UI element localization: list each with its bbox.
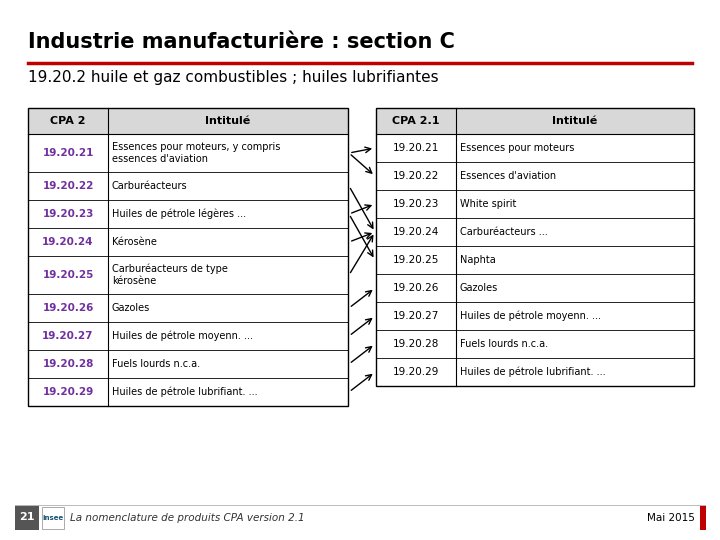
Bar [28, 108, 348, 406]
Text: Essences pour moteurs, y compris
essences d'aviation: Essences pour moteurs, y compris essence… [112, 142, 280, 164]
Text: 19.20.24: 19.20.24 [42, 237, 94, 247]
Text: 19.20.21: 19.20.21 [42, 148, 94, 158]
Text: Fuels lourds n.c.a.: Fuels lourds n.c.a. [460, 339, 548, 349]
Text: 19.20.25: 19.20.25 [42, 270, 94, 280]
Bar [700, 505, 706, 530]
Text: 19.20.25: 19.20.25 [393, 255, 439, 265]
Text: 19.20.26: 19.20.26 [42, 303, 94, 313]
Text: Gazoles: Gazoles [112, 303, 150, 313]
Text: Huiles de pétrole légères ...: Huiles de pétrole légères ... [112, 209, 246, 219]
Text: 19.20.22: 19.20.22 [42, 181, 94, 191]
Text: 19.20.27: 19.20.27 [393, 311, 439, 321]
Text: 19.20.27: 19.20.27 [42, 331, 94, 341]
Bar [15, 505, 39, 530]
Text: La nomenclature de produits CPA version 2.1: La nomenclature de produits CPA version … [70, 513, 305, 523]
Text: Carburéacteurs ...: Carburéacteurs ... [460, 227, 548, 237]
Bar [376, 108, 694, 134]
Text: Gazoles: Gazoles [460, 283, 498, 293]
Text: 19.20.26: 19.20.26 [393, 283, 439, 293]
Text: White spirit: White spirit [460, 199, 516, 209]
Text: Essences pour moteurs: Essences pour moteurs [460, 143, 575, 153]
Bar [376, 108, 694, 386]
Text: Industrie manufacturière : section C: Industrie manufacturière : section C [28, 32, 455, 52]
Text: CPA 2: CPA 2 [50, 116, 86, 126]
Text: 19.20.28: 19.20.28 [393, 339, 439, 349]
Text: Huiles de pétrole lubrifiant. ...: Huiles de pétrole lubrifiant. ... [112, 387, 258, 397]
Text: 19.20.21: 19.20.21 [393, 143, 439, 153]
Bar [28, 108, 348, 134]
Text: 21: 21 [19, 512, 35, 523]
Text: 19.20.29: 19.20.29 [42, 387, 94, 397]
Text: Intitulé: Intitulé [552, 116, 598, 126]
Text: Mai 2015: Mai 2015 [647, 513, 695, 523]
Text: 19.20.22: 19.20.22 [393, 171, 439, 181]
Text: Essences d'aviation: Essences d'aviation [460, 171, 556, 181]
Text: Carburéacteurs de type
kérosène: Carburéacteurs de type kérosène [112, 264, 228, 286]
Text: 19.20.2 huile et gaz combustibles ; huiles lubrifiantes: 19.20.2 huile et gaz combustibles ; huil… [28, 70, 438, 85]
Text: 19.20.24: 19.20.24 [393, 227, 439, 237]
Text: 19.20.23: 19.20.23 [42, 209, 94, 219]
Text: Fuels lourds n.c.a.: Fuels lourds n.c.a. [112, 359, 200, 369]
Text: 19.20.29: 19.20.29 [393, 367, 439, 377]
Text: 19.20.23: 19.20.23 [393, 199, 439, 209]
Bar [42, 507, 64, 529]
Text: Huiles de pétrole moyenn. ...: Huiles de pétrole moyenn. ... [112, 330, 253, 341]
Text: 19.20.28: 19.20.28 [42, 359, 94, 369]
Text: Intitulé: Intitulé [205, 116, 251, 126]
Text: Carburéacteurs: Carburéacteurs [112, 181, 188, 191]
Text: Kérosène: Kérosène [112, 237, 157, 247]
Text: Naphta: Naphta [460, 255, 496, 265]
Text: CPA 2.1: CPA 2.1 [392, 116, 440, 126]
Text: insee: insee [42, 515, 63, 521]
Text: Huiles de pétrole lubrifiant. ...: Huiles de pétrole lubrifiant. ... [460, 367, 606, 377]
Text: Huiles de pétrole moyenn. ...: Huiles de pétrole moyenn. ... [460, 310, 601, 321]
